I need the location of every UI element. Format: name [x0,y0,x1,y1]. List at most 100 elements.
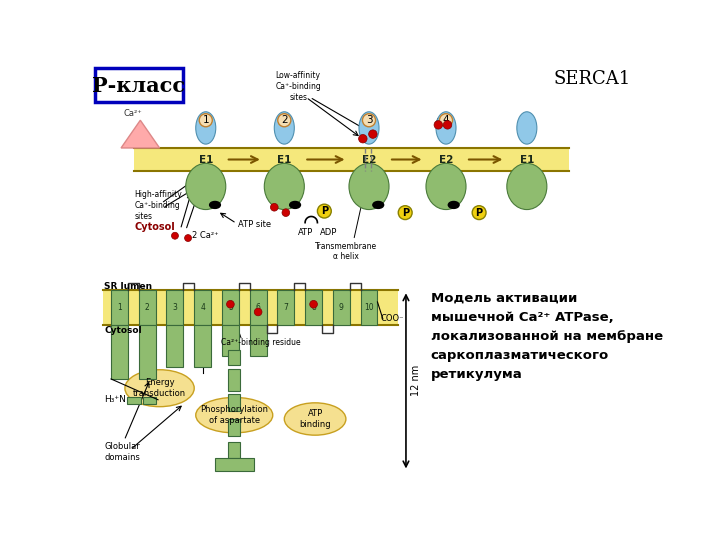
Text: E1: E1 [199,154,213,165]
Bar [228,350,240,365]
Text: 12 nm: 12 nm [411,365,421,396]
Text: Cytosol: Cytosol [134,221,175,232]
FancyBboxPatch shape [95,68,183,102]
Circle shape [271,204,278,211]
Ellipse shape [517,112,537,144]
Text: 2: 2 [281,115,287,125]
Bar [215,457,253,471]
Bar [143,397,156,403]
Bar [333,291,350,325]
Ellipse shape [289,201,300,208]
Circle shape [199,114,212,127]
Ellipse shape [196,112,216,144]
Text: ATP: ATP [298,228,313,237]
Bar [111,291,128,325]
Circle shape [362,114,376,127]
Bar [222,291,239,325]
Text: Ca²⁺-binding residue: Ca²⁺-binding residue [221,338,301,347]
Text: Phosphorylation
of aspartate: Phosphorylation of aspartate [200,405,269,425]
Text: Модель активации
мышечной Ca²⁺ ATPase,
локализованной на мембране
саркоплазматич: Модель активации мышечной Ca²⁺ ATPase, л… [431,292,662,381]
Text: High-affinity
Ca⁺-binding
sites: High-affinity Ca⁺-binding sites [134,190,182,221]
Text: E2: E2 [362,154,376,165]
Text: Low-affinity
Ca⁺-binding
sites: Low-affinity Ca⁺-binding sites [275,71,321,102]
Text: 8: 8 [311,303,316,312]
Text: SERCA1: SERCA1 [554,70,631,87]
Circle shape [369,130,377,138]
Bar [111,325,128,379]
Text: P: P [475,208,482,218]
Text: 4: 4 [443,115,449,125]
Bar [361,291,377,325]
Text: 1: 1 [202,115,209,125]
Text: 5: 5 [228,303,233,312]
Ellipse shape [125,370,194,407]
Ellipse shape [373,201,384,208]
Ellipse shape [284,403,346,435]
Text: SR lumen: SR lumen [104,282,152,291]
Circle shape [227,300,234,308]
Text: 3: 3 [173,303,177,312]
Ellipse shape [359,112,379,144]
Text: E1: E1 [277,154,292,165]
Circle shape [310,300,318,308]
Circle shape [184,234,192,241]
Text: H₃⁺N: H₃⁺N [104,395,126,404]
Text: E2: E2 [438,154,453,165]
Circle shape [359,134,367,143]
Text: 10: 10 [364,303,374,312]
Circle shape [444,120,451,129]
Bar [277,291,294,325]
Text: Globular
domains: Globular domains [104,442,140,462]
Bar [250,291,266,325]
Bar [228,442,240,457]
Ellipse shape [449,201,459,208]
Bar [166,291,184,325]
Text: Ca²⁺: Ca²⁺ [123,109,142,118]
Text: 9: 9 [339,303,343,312]
Bar [250,325,266,356]
Ellipse shape [274,112,294,144]
Bar [104,291,398,325]
Ellipse shape [196,397,273,433]
Text: Р-класс: Р-класс [92,76,185,96]
Ellipse shape [349,164,389,210]
Bar [127,397,141,403]
Polygon shape [121,120,160,148]
Circle shape [398,206,412,220]
Text: P: P [321,206,328,216]
Text: 2 Ca²⁺: 2 Ca²⁺ [192,231,219,240]
Text: 1: 1 [117,303,122,312]
Bar [222,325,239,356]
Ellipse shape [264,164,305,210]
Circle shape [318,204,331,218]
Bar [166,325,184,367]
Ellipse shape [436,112,456,144]
Text: Transmembrane
α helix: Transmembrane α helix [315,242,377,261]
Text: 4: 4 [200,303,205,312]
Text: ATP
binding: ATP binding [300,409,331,429]
Ellipse shape [507,164,547,210]
Bar [139,325,156,379]
Circle shape [278,114,291,127]
Bar [139,291,156,325]
Bar [228,419,240,436]
Circle shape [434,120,443,129]
Bar [194,325,211,367]
Ellipse shape [210,201,220,208]
Text: 6: 6 [256,303,261,312]
Text: COO⁻: COO⁻ [381,314,404,323]
Ellipse shape [186,164,226,210]
Text: ADP: ADP [320,228,338,237]
Circle shape [171,232,179,239]
Circle shape [254,308,262,316]
Text: P: P [402,208,409,218]
Text: E1: E1 [520,154,534,165]
Bar [134,148,570,171]
Text: 3: 3 [366,115,372,125]
Text: ATP site: ATP site [238,220,271,229]
Text: 7: 7 [284,303,288,312]
Ellipse shape [426,164,466,210]
Circle shape [439,114,453,127]
Bar [194,291,211,325]
Text: Energy
transduction: Energy transduction [133,378,186,399]
